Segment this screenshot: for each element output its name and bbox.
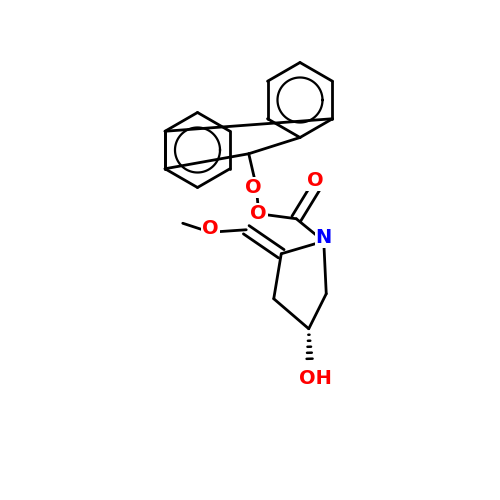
Text: OH: OH: [300, 370, 332, 388]
Text: O: O: [250, 204, 267, 224]
Text: O: O: [307, 171, 324, 190]
Text: O: O: [202, 219, 218, 238]
Text: O: O: [246, 178, 262, 197]
Text: N: N: [316, 228, 332, 247]
